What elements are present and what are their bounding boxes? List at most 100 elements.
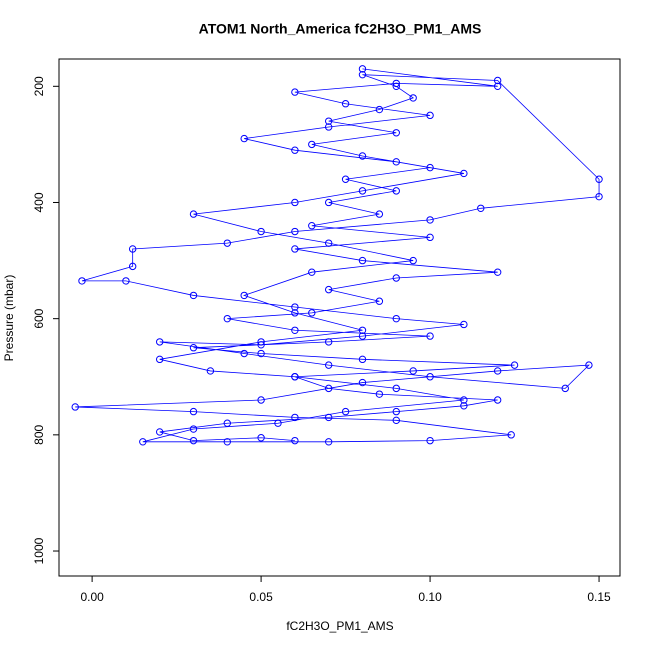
- data-point: [426, 163, 434, 172]
- data-point: [291, 88, 299, 96]
- data-point: [223, 419, 232, 427]
- data-point: [122, 277, 130, 285]
- data-point: [324, 198, 333, 207]
- data-point: [595, 192, 603, 201]
- data-point: [291, 227, 299, 236]
- data-point: [585, 361, 593, 369]
- plot-frame: [58, 58, 621, 577]
- data-point: [291, 413, 299, 422]
- data-point: [257, 396, 265, 404]
- data-point: [507, 431, 515, 439]
- data-point: [358, 152, 367, 160]
- data-point: [426, 216, 434, 224]
- data-line: [75, 68, 600, 443]
- data-point: [426, 111, 434, 120]
- data-point: [189, 436, 198, 445]
- data-point: [493, 396, 502, 404]
- data-point: [128, 262, 137, 271]
- data-point: [392, 79, 400, 88]
- x-tick-label: 0.15: [587, 590, 611, 604]
- data-point: [409, 367, 417, 375]
- data-point: [392, 416, 400, 425]
- data-point: [460, 320, 468, 329]
- data-point: [341, 175, 350, 183]
- data-point: [324, 117, 333, 125]
- x-axis-label: fC2H3O_PM1_AMS: [286, 619, 393, 633]
- data-point: [156, 338, 164, 346]
- y-tick-label: 800: [32, 425, 46, 445]
- data-point: [358, 187, 367, 195]
- data-point: [128, 245, 137, 253]
- data-point: [392, 384, 400, 393]
- data-point: [291, 309, 299, 317]
- x-tick-label: 0.10: [418, 590, 442, 604]
- data-point: [324, 239, 333, 247]
- plot-area: [71, 65, 603, 446]
- data-point: [240, 349, 248, 358]
- data-point: [156, 428, 164, 436]
- data-point: [561, 384, 569, 393]
- data-point: [223, 239, 232, 247]
- data-point: [240, 134, 248, 143]
- data-point: [375, 210, 384, 218]
- data-point: [392, 314, 400, 323]
- data-point: [493, 268, 502, 276]
- data-point: [460, 402, 468, 410]
- data-point: [375, 297, 384, 305]
- data-point: [595, 175, 603, 183]
- data-point: [392, 407, 400, 416]
- data-point: [358, 378, 367, 387]
- data-point: [324, 384, 333, 393]
- data-point: [257, 349, 265, 358]
- data-point: [341, 100, 350, 108]
- data-point: [324, 361, 333, 369]
- data-point: [510, 361, 519, 369]
- y-tick-label: 600: [32, 308, 46, 328]
- data-point: [78, 277, 86, 285]
- data-point: [392, 82, 400, 91]
- data-point: [291, 198, 299, 207]
- data-point: [291, 303, 299, 311]
- data-point: [308, 268, 316, 276]
- data-point: [426, 332, 434, 340]
- data-point: [341, 407, 350, 416]
- data-point: [189, 210, 198, 218]
- data-point: [257, 434, 265, 442]
- data-point: [291, 146, 299, 154]
- data-point: [324, 285, 333, 294]
- data-point: [308, 309, 316, 317]
- data-point: [189, 344, 198, 352]
- data-point: [493, 367, 502, 375]
- data-point: [324, 413, 333, 422]
- data-point: [426, 436, 434, 445]
- data-point: [291, 326, 299, 334]
- data-point: [477, 204, 485, 212]
- data-point: [240, 291, 248, 300]
- data-point: [189, 425, 198, 433]
- data-point: [308, 222, 316, 230]
- y-tick-label: 1000: [32, 537, 46, 564]
- data-point: [460, 396, 468, 404]
- data-point: [308, 140, 316, 149]
- data-point: [291, 245, 299, 253]
- y-tick-label: 400: [32, 192, 46, 212]
- data-point: [71, 403, 79, 411]
- data-point: [358, 355, 367, 364]
- data-point: [358, 332, 367, 340]
- data-point: [358, 70, 367, 79]
- data-point: [274, 419, 282, 427]
- data-point: [493, 76, 502, 85]
- data-point: [156, 355, 164, 364]
- data-point: [426, 233, 434, 242]
- data-point: [493, 82, 502, 91]
- data-point: [409, 256, 417, 265]
- data-point: [324, 438, 333, 446]
- data-point: [223, 438, 232, 446]
- data-point: [358, 65, 367, 73]
- data-point: [358, 256, 367, 265]
- y-axis-label: Pressure (mbar): [2, 275, 16, 362]
- data-point: [257, 227, 265, 236]
- data-point: [375, 105, 384, 114]
- data-point: [392, 187, 400, 195]
